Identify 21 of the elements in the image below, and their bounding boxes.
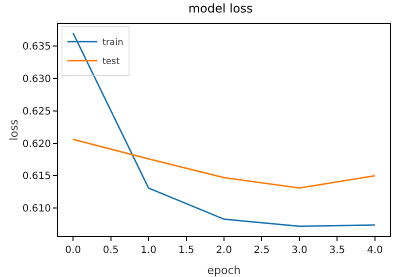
x-tick-label: 2.5 — [254, 245, 270, 256]
y-tick-label: 0.620 — [22, 138, 51, 150]
y-axis-title: loss — [7, 119, 20, 141]
x-tick-label: 2.0 — [216, 245, 232, 256]
x-tick-label: 1.0 — [140, 245, 157, 256]
x-tick-label: 1.5 — [178, 245, 194, 256]
legend-label: train — [102, 38, 124, 48]
x-tick-label: 0.0 — [65, 245, 82, 256]
x-axis-title: epoch — [207, 264, 241, 277]
x-tick-label: 0.5 — [102, 245, 119, 256]
y-tick-label: 0.615 — [22, 171, 51, 182]
line-series — [72, 138, 376, 189]
x-tick-label: 3.5 — [329, 245, 346, 256]
y-tick-label: 0.635 — [22, 42, 51, 53]
y-tick-label: 0.610 — [22, 204, 51, 215]
y-tick-label: 0.630 — [22, 74, 51, 85]
x-tick-label: 4.0 — [366, 245, 383, 256]
x-tick-label: 3.0 — [291, 245, 308, 256]
chart-title: model loss — [188, 2, 253, 16]
y-tick-label: 0.625 — [22, 106, 51, 118]
legend-label: test — [102, 57, 120, 68]
